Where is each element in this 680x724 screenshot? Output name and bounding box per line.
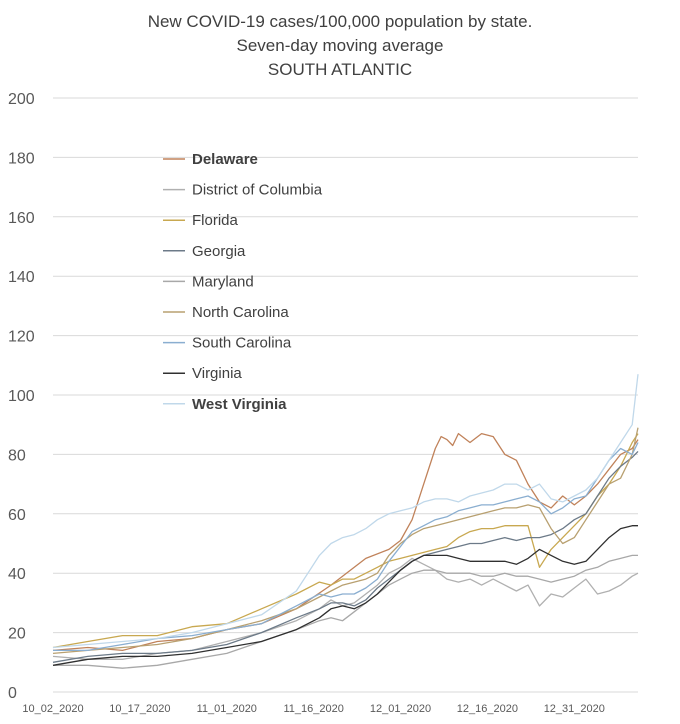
legend-label: West Virginia bbox=[192, 396, 287, 413]
y-tick-label: 100 bbox=[8, 388, 35, 405]
gridlines bbox=[53, 97, 638, 693]
legend-label: Maryland bbox=[192, 273, 254, 290]
series-line-north-carolina bbox=[52, 427, 639, 655]
chart-title-line-3: SOUTH ATLANTIC bbox=[267, 60, 413, 79]
series-line-virginia bbox=[52, 525, 638, 666]
legend-label: South Carolina bbox=[192, 335, 292, 352]
y-tick-label: 20 bbox=[8, 626, 26, 643]
series-line-georgia bbox=[52, 450, 639, 663]
legend-label: Georgia bbox=[192, 243, 246, 260]
legend: Delaware District of Columbia Florida Georg… bbox=[163, 151, 323, 413]
series-lines bbox=[52, 374, 639, 669]
x-tick-label: 11_16_2020 bbox=[283, 703, 343, 715]
chart-title-line-1: New COVID-19 cases/100,000 population by… bbox=[147, 12, 533, 31]
series-line-maryland bbox=[53, 554, 638, 669]
chart-title-line-2: Seven-day moving average bbox=[236, 36, 444, 55]
y-tick-label: 180 bbox=[8, 150, 35, 167]
series-line-south-carolina bbox=[53, 442, 639, 652]
legend-label: Virginia bbox=[192, 365, 242, 382]
y-axis-ticks: 0 20 40 60 80 100 120 140 160 180 200 bbox=[8, 91, 35, 702]
legend-label: District of Columbia bbox=[192, 182, 323, 199]
legend-label: Delaware bbox=[192, 151, 258, 168]
legend-label: Florida bbox=[192, 212, 239, 229]
y-tick-label: 0 bbox=[8, 685, 17, 702]
series-line-west-virginia bbox=[52, 374, 639, 649]
series-line-florida bbox=[52, 433, 639, 649]
y-tick-label: 60 bbox=[8, 507, 26, 524]
x-tick-label: 11_01_2020 bbox=[197, 703, 257, 715]
x-axis-ticks: 10_02_2020 10_17_2020 11_01_2020 11_16_2020… bbox=[22, 703, 604, 715]
x-tick-label: 12_01_2020 bbox=[370, 703, 431, 715]
x-tick-label: 12_16_2020 bbox=[457, 703, 518, 715]
y-tick-label: 200 bbox=[8, 91, 35, 108]
y-tick-label: 80 bbox=[8, 447, 26, 464]
legend-label: North Carolina bbox=[192, 304, 289, 321]
y-tick-label: 120 bbox=[8, 329, 35, 346]
x-tick-label: 10_17_2020 bbox=[109, 703, 170, 715]
y-tick-label: 160 bbox=[8, 210, 35, 227]
y-tick-label: 140 bbox=[8, 269, 35, 286]
x-tick-label: 12_31_2020 bbox=[544, 703, 605, 715]
x-tick-label: 10_02_2020 bbox=[22, 703, 83, 715]
y-tick-label: 40 bbox=[8, 566, 26, 583]
